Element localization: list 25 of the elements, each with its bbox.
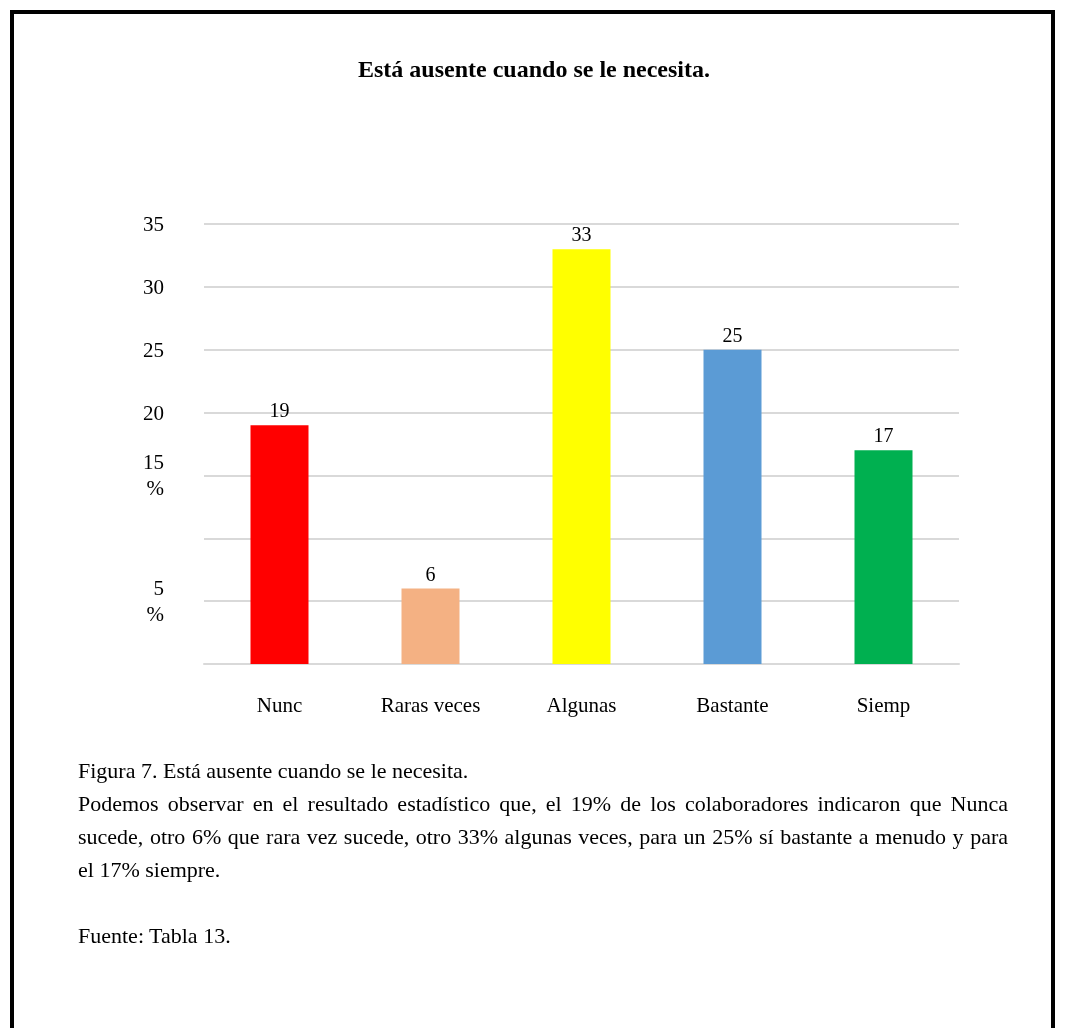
x-tick-label: Raras veces [380,692,481,717]
y-tick-label: 15 % [143,450,164,501]
bar [401,588,460,664]
data-label: 33 [571,223,592,246]
bar [703,349,762,664]
data-label: 19 [269,399,290,422]
data-label: 25 [722,323,743,346]
source-note: Fuente: Tabla 13. [78,922,232,950]
chart-title: Está ausente cuando se le necesita. [358,56,710,82]
y-tick-label: 5 % [146,576,164,627]
y-tick-label: 35 [143,212,164,236]
text: Podemos observar en el resultado estadístico que, el 19% de los colaboradores indicaron que Nunca sucede, otro 6% que rara vez sucede, otro 33% algunas veces, para un 25% sí bastante a menudo y para el 17% siempre. [78,790,1008,884]
y-tick-label: 20 [143,400,164,425]
x-tick-label: Algunas [546,692,617,717]
y-tick-label: 25 [143,337,164,362]
bar [854,450,913,664]
bar [552,249,611,664]
data-label: 6 [425,562,436,585]
bar [250,425,309,664]
data-label: 17 [873,424,894,447]
x-tick-label: Bastante [696,692,769,717]
y-tick-label: 30 [143,274,164,299]
x-tick-label: Siemp [856,692,911,717]
x-tick-label: Nunc [256,692,303,717]
text: Figura 7. Está ausente cuando se le necesita. [78,757,470,785]
